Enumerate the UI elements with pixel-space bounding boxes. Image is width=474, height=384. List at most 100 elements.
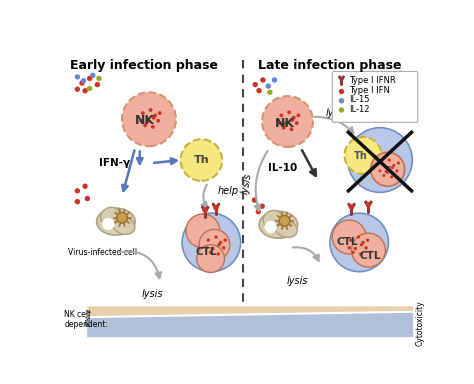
Text: Th: Th [354, 151, 368, 161]
Circle shape [82, 88, 88, 93]
Circle shape [392, 164, 395, 167]
Ellipse shape [112, 217, 135, 234]
Circle shape [282, 126, 286, 130]
Text: Type I IFNR: Type I IFNR [349, 76, 396, 85]
Circle shape [96, 76, 101, 81]
Circle shape [292, 116, 296, 119]
Circle shape [339, 98, 344, 103]
Circle shape [214, 235, 218, 239]
Circle shape [384, 170, 388, 173]
Text: Type I IFN: Type I IFN [349, 86, 390, 95]
Circle shape [146, 119, 149, 124]
Circle shape [87, 86, 92, 91]
Text: Cytotoxicity: Cytotoxicity [415, 300, 424, 346]
Ellipse shape [100, 207, 119, 224]
Text: Late infection phase: Late infection phase [258, 59, 401, 72]
Circle shape [287, 110, 291, 114]
Circle shape [182, 213, 241, 272]
Ellipse shape [275, 220, 297, 237]
Circle shape [156, 119, 160, 123]
Text: IL-15: IL-15 [349, 96, 370, 104]
Circle shape [272, 77, 277, 83]
Circle shape [141, 111, 145, 115]
Circle shape [197, 245, 225, 273]
Circle shape [207, 238, 210, 242]
Ellipse shape [259, 211, 298, 238]
Circle shape [213, 205, 219, 210]
Text: lysis: lysis [142, 290, 164, 300]
Circle shape [255, 209, 261, 214]
Ellipse shape [263, 210, 282, 227]
Circle shape [224, 238, 227, 242]
Polygon shape [87, 306, 413, 337]
Circle shape [352, 233, 385, 267]
Circle shape [87, 76, 92, 81]
Circle shape [217, 252, 220, 256]
Circle shape [253, 82, 258, 87]
Circle shape [360, 243, 363, 247]
Circle shape [259, 204, 265, 209]
Circle shape [371, 152, 405, 186]
Text: IL-12: IL-12 [349, 105, 370, 114]
Circle shape [117, 212, 128, 223]
Circle shape [211, 247, 215, 250]
Circle shape [395, 169, 399, 172]
Circle shape [202, 207, 208, 213]
Circle shape [90, 73, 95, 78]
Circle shape [390, 175, 393, 179]
Circle shape [378, 169, 382, 172]
Circle shape [85, 196, 90, 201]
Circle shape [265, 83, 271, 89]
Circle shape [365, 246, 368, 250]
Circle shape [75, 86, 80, 92]
Circle shape [218, 243, 221, 247]
Circle shape [339, 107, 344, 113]
Circle shape [349, 204, 354, 210]
Circle shape [199, 229, 230, 260]
Circle shape [260, 77, 265, 83]
Text: IL-10: IL-10 [268, 163, 298, 173]
Circle shape [361, 241, 365, 244]
Circle shape [252, 197, 257, 203]
Circle shape [339, 89, 344, 94]
Polygon shape [87, 312, 413, 337]
Text: CTL: CTL [196, 247, 218, 257]
Circle shape [383, 174, 385, 177]
Circle shape [209, 251, 212, 254]
Circle shape [79, 80, 85, 86]
Circle shape [256, 88, 262, 93]
Circle shape [279, 215, 290, 226]
Circle shape [332, 220, 366, 254]
Circle shape [366, 238, 369, 242]
Circle shape [397, 162, 400, 165]
Text: NK: NK [274, 117, 294, 129]
Circle shape [151, 125, 155, 129]
Circle shape [345, 137, 382, 174]
Circle shape [278, 121, 282, 125]
Circle shape [122, 92, 176, 146]
Text: lysis: lysis [325, 108, 347, 118]
Circle shape [82, 184, 88, 189]
Circle shape [153, 113, 157, 117]
Circle shape [75, 199, 80, 204]
Circle shape [267, 89, 273, 95]
Text: Early infection phase: Early infection phase [70, 59, 218, 72]
Text: CTL: CTL [359, 250, 381, 260]
Circle shape [359, 252, 363, 256]
Circle shape [262, 96, 313, 147]
Circle shape [366, 202, 371, 207]
Text: NK: NK [135, 114, 155, 127]
Circle shape [347, 246, 351, 250]
Circle shape [264, 221, 277, 233]
Circle shape [102, 218, 114, 230]
Circle shape [347, 128, 412, 192]
Text: IFN-γ: IFN-γ [99, 158, 130, 168]
Text: NK cell
dependent:: NK cell dependent: [64, 310, 108, 329]
Circle shape [158, 111, 162, 115]
Circle shape [354, 247, 357, 250]
Circle shape [391, 166, 394, 169]
Circle shape [388, 159, 391, 162]
Circle shape [351, 251, 355, 254]
Circle shape [290, 118, 294, 122]
Circle shape [222, 246, 225, 250]
